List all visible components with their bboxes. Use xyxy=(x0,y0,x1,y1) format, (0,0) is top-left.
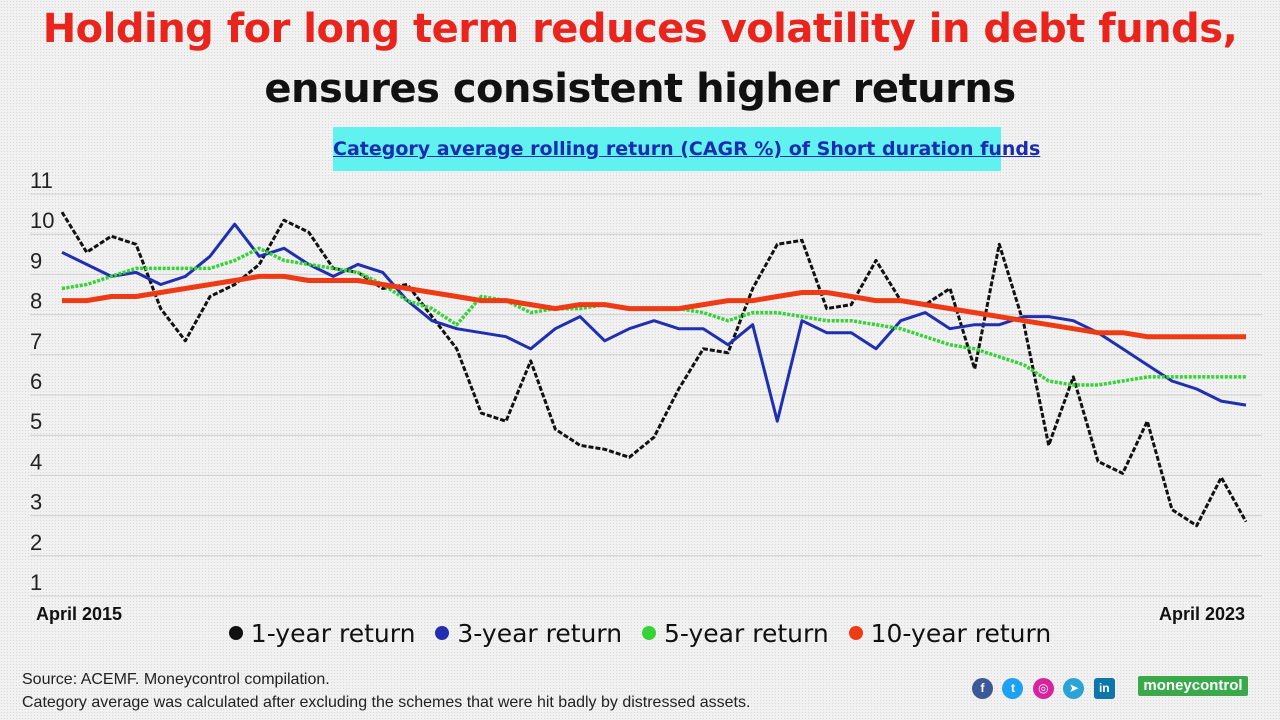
legend-label-5yr: 5-year return xyxy=(664,619,829,648)
chart-title-line1: Holding for long term reduces volatility… xyxy=(42,6,1238,52)
linkedin-icon[interactable]: in xyxy=(1093,678,1115,699)
legend: 1-year return 3-year return 5-year retur… xyxy=(0,619,1280,648)
y-tick-label: 8 xyxy=(30,289,42,314)
source-line-1: Source: ACEMF. Moneycontrol compilation. xyxy=(22,671,330,688)
legend-label-10yr: 10-year return xyxy=(870,619,1052,648)
y-axis-ticks: 1 2 3 4 5 6 7 8 9 10 11 xyxy=(30,168,54,595)
x-tick-end: April 2023 xyxy=(1159,604,1245,624)
source-line-2: Category average was calculated after ex… xyxy=(22,694,751,711)
legend-dot-5yr xyxy=(642,626,657,640)
instagram-icon[interactable]: ◎ xyxy=(1032,678,1054,699)
legend-label-1yr: 1-year return xyxy=(250,619,416,648)
legend-item-10yr: 10-year return xyxy=(848,619,1052,648)
y-tick-label: 1 xyxy=(30,570,42,595)
series-line-3-year-return xyxy=(61,222,1247,423)
legend-dot-1yr xyxy=(228,626,243,640)
chart-subtitle: Category average rolling return (CAGR %)… xyxy=(333,127,1040,171)
y-tick-label: 9 xyxy=(30,248,42,273)
y-tick-label: 5 xyxy=(30,409,42,434)
y-tick-label: 3 xyxy=(30,490,42,515)
y-tick-label: 7 xyxy=(30,329,42,354)
y-tick-label: 10 xyxy=(30,208,54,233)
facebook-icon[interactable]: f xyxy=(972,678,993,699)
legend-dot-3yr xyxy=(435,626,450,640)
y-tick-label: 4 xyxy=(30,449,42,474)
y-tick-label: 11 xyxy=(30,168,53,193)
moneycontrol-logo: moneycontrol xyxy=(1138,676,1248,696)
series-line-10-year-return xyxy=(62,273,1246,340)
series-line-5-year-return xyxy=(61,246,1246,387)
chart-title-line2: ensures consistent higher returns xyxy=(264,66,1016,112)
legend-dot-10yr xyxy=(848,626,863,640)
x-tick-start: April 2015 xyxy=(36,604,122,624)
legend-item-1yr: 1-year return xyxy=(228,619,416,648)
y-tick-label: 6 xyxy=(30,369,42,394)
twitter-icon[interactable]: t xyxy=(1002,678,1024,699)
series-line-1-year-return xyxy=(60,211,1248,528)
y-tick-label: 2 xyxy=(30,530,42,555)
legend-item-5yr: 5-year return xyxy=(642,619,829,648)
series-lines xyxy=(60,211,1248,528)
legend-label-3yr: 3-year return xyxy=(457,619,623,648)
source-note: Source: ACEMF. Moneycontrol compilation.… xyxy=(22,668,750,714)
legend-item-3yr: 3-year return xyxy=(435,619,622,648)
telegram-icon[interactable]: ➤ xyxy=(1063,678,1085,699)
grid-lines xyxy=(30,193,1262,597)
social-icons: f t ◎ ➤ in xyxy=(972,678,1120,699)
